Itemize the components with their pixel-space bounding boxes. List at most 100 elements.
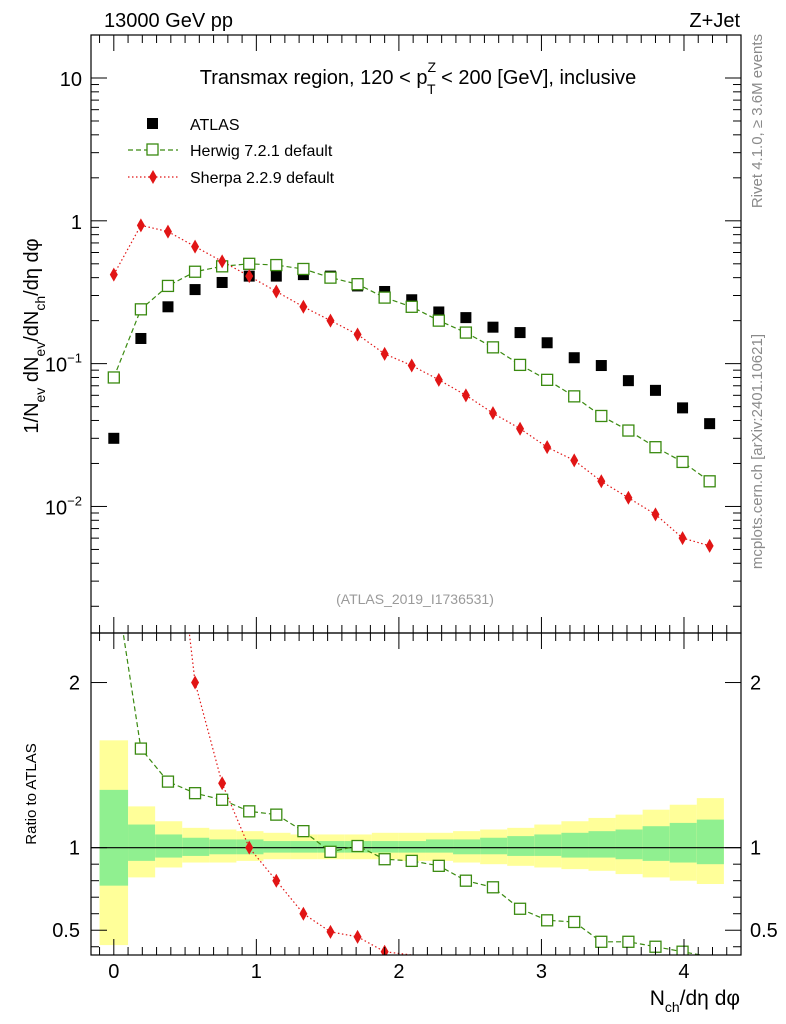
- herwig-point: [432, 314, 445, 327]
- ratio-inner-band-bin: [534, 834, 562, 856]
- sherpa-point: [407, 358, 416, 373]
- ratio-inner-band-bin: [425, 839, 454, 853]
- ylabel-part-7: /dη dφ: [21, 238, 43, 295]
- herwig-point: [595, 409, 608, 423]
- ratio-herwig-point: [676, 945, 689, 955]
- sherpa-point: [488, 406, 497, 421]
- sherpa-point: [651, 507, 660, 522]
- atlas-point: [677, 402, 689, 414]
- plot-title-sup: Z: [427, 59, 436, 75]
- x-tick-label: 0: [108, 961, 119, 983]
- ratio-inner-band-bin: [155, 834, 183, 858]
- atlas-point: [135, 332, 147, 344]
- herwig-point: [270, 258, 283, 272]
- sherpa-point: [543, 440, 552, 455]
- ratio-plot-frame: [90, 632, 742, 956]
- mcplots-label: mcplots.cern.ch [arXiv:2401.10621]: [749, 334, 766, 569]
- sherpa-point: [380, 346, 389, 361]
- ratio-y-axis: 0.5 0.5 1 1 2 2: [52, 673, 778, 948]
- sherpa-point: [353, 327, 362, 342]
- ratio-uncertainty-bands: [91, 740, 741, 946]
- atlas-point: [460, 312, 472, 324]
- ratio-herwig-point: [486, 881, 500, 894]
- plot-title-sub: T: [427, 81, 436, 97]
- ratio-inner-band-bin: [128, 824, 156, 861]
- main-x-ticks: [99, 35, 728, 633]
- sherpa-point: [299, 299, 308, 314]
- ratio-inner-band-bin: [669, 822, 697, 863]
- ratio-y-tick-label-right: 0.5: [750, 920, 778, 942]
- ratio-herwig-point: [459, 874, 473, 887]
- main-plot-frame: [90, 34, 742, 634]
- ratio-inner-band-bin: [561, 832, 589, 858]
- herwig-point: [107, 371, 120, 384]
- ratio-herwig-point: [405, 854, 418, 868]
- ratio-sherpa-point: [299, 906, 308, 921]
- atlas-point: [541, 337, 553, 349]
- sherpa-line: [113, 224, 710, 547]
- x-tick-label: 4: [678, 961, 689, 983]
- atlas-point: [704, 418, 716, 430]
- ratio-herwig-point: [243, 805, 256, 818]
- atlas-point: [595, 360, 607, 372]
- sherpa-point: [109, 267, 118, 282]
- atlas-point: [622, 375, 634, 387]
- ratio-inner-band-bin: [453, 839, 481, 855]
- herwig-point: [243, 257, 256, 270]
- ratio-data-layer: [122, 633, 704, 955]
- herwig-point: [676, 455, 689, 469]
- ratio-herwig-point: [378, 853, 391, 866]
- main-y-tick-label: 1: [71, 212, 82, 234]
- ratio-herwig-line: [122, 633, 704, 955]
- ratio-inner-band-bin: [182, 837, 210, 856]
- atlas-point: [108, 432, 120, 444]
- main-y-tick-label-base: 1: [71, 212, 82, 234]
- sherpa-point: [461, 388, 470, 403]
- sherpa-point: [597, 474, 606, 489]
- herwig-point: [513, 358, 527, 372]
- ratio-plot-panel: 0.5 0.5 1 1 2 2 0 1 2 3 4 Ratio to ATLAS Nch/dη d…: [23, 632, 778, 1015]
- ratio-herwig-point: [568, 915, 581, 929]
- ratio-herwig-point: [622, 935, 635, 948]
- legend-herwig-label: Herwig 7.2.1 default: [190, 143, 333, 160]
- plot-title-pre: Transmax region, 120 < p: [200, 67, 428, 89]
- ratio-herwig-point: [188, 787, 202, 800]
- ratio-sherpa-point: [326, 924, 335, 939]
- ratio-inner-band-bin: [507, 836, 535, 856]
- sherpa-point: [434, 372, 443, 387]
- main-y-axis-label: 1/Nev dNev/dNch/dη dφ: [21, 238, 48, 433]
- energy-label: 13000 GeV pp: [104, 10, 233, 32]
- x-tick-label: 3: [536, 961, 547, 983]
- ratio-sherpa-point: [218, 776, 227, 791]
- ratio-herwig-point: [540, 914, 554, 927]
- ratio-sherpa-point: [191, 675, 200, 690]
- ratio-y-tick-label-right: 1: [750, 838, 761, 860]
- ratio-y-axis-label: Ratio to ATLAS: [23, 743, 40, 844]
- ratio-y-tick-label: 2: [69, 673, 80, 695]
- atlas-point: [649, 384, 661, 396]
- rivet-version-label: Rivet 4.1.0, ≥ 3.6M events: [749, 34, 766, 208]
- atlas-point: [514, 327, 526, 339]
- ratio-y-tick-label-right: 2: [750, 673, 761, 695]
- herwig-point: [378, 291, 391, 304]
- herwig-point: [649, 441, 662, 454]
- sherpa-point: [705, 538, 714, 553]
- herwig-point: [324, 271, 337, 284]
- main-y-tick-label: 10: [60, 69, 82, 91]
- legend-sherpa-marker: [149, 170, 157, 184]
- ratio-y-tick-label: 1: [69, 838, 80, 860]
- ratio-herwig-point: [324, 845, 337, 858]
- ylabel-part-6: ch: [32, 296, 48, 311]
- xlabel-part-2: ch: [665, 999, 680, 1015]
- ratio-herwig-point: [215, 793, 229, 806]
- ratio-y-tick-label: 0.5: [52, 920, 80, 942]
- x-tick-label: 2: [393, 961, 404, 983]
- ratio-inner-band-bin: [642, 826, 670, 861]
- ratio-herwig-point: [270, 808, 283, 821]
- ratio-herwig-point: [351, 839, 364, 853]
- ratio-inner-band-bin: [696, 819, 724, 865]
- sherpa-point: [678, 531, 687, 546]
- plot-title-post: < 200 [GeV], inclusive: [436, 67, 637, 89]
